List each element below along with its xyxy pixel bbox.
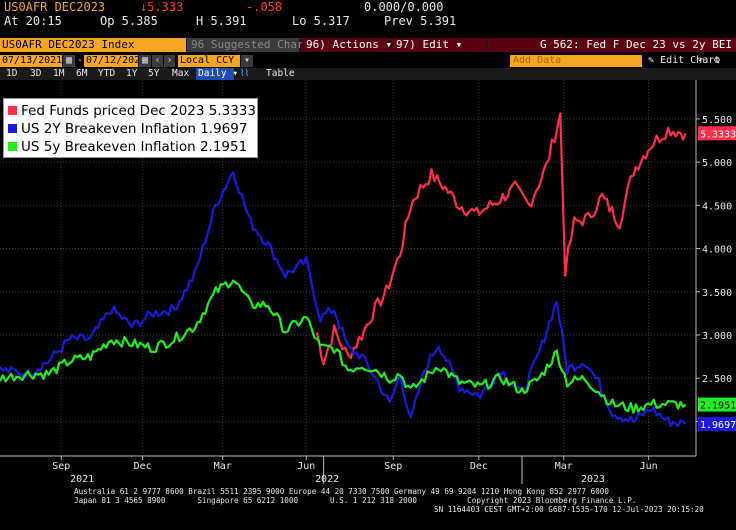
y-tick-label: 5.000 <box>702 158 732 169</box>
security-field[interactable]: US0AFR DEC2023 Index <box>0 38 186 52</box>
y-tick-label: 5.500 <box>702 115 732 126</box>
quote-low: Lo 5.317 <box>292 14 350 28</box>
y-tick-label: 3.000 <box>702 331 732 342</box>
chart-title: G 562: Fed F Dec 23 vs 2y BEI <box>488 38 736 52</box>
quote-open: Op 5.385 <box>100 14 158 28</box>
legend-item-5y-bei[interactable]: US 5y Breakeven Inflation 2.1951 <box>8 139 247 155</box>
x-tick-label: Mar <box>214 461 232 472</box>
title-toolbar: US0AFR DEC2023 Index 96 Suggested Charts… <box>0 38 736 52</box>
quote-line-2: At 20:15 Op 5.385 H 5.391 Lo 5.317 Prev … <box>0 14 736 28</box>
y-tick-label: 2.500 <box>702 374 732 385</box>
table-button[interactable]: Table <box>266 68 295 79</box>
period-1d[interactable]: 1D <box>6 68 18 79</box>
legend-swatch-5y-bei <box>8 142 17 151</box>
x-tick-label: Jun <box>640 461 658 472</box>
x-axis: Sep Dec Mar Jun Sep Dec Mar Jun 2021 2022 2023 <box>0 455 696 485</box>
chart-legend[interactable]: Fed Funds priced Dec 2023 5.3333 US 2Y B… <box>3 98 258 158</box>
x-tick-label: Jun <box>297 461 315 472</box>
gear-icon: ✎ <box>648 55 655 66</box>
last-value-tags: 5.3333 2.1951 1.9697 <box>698 126 736 432</box>
period-bar: 1D 3D 1M 6M YTD 1Y 5Y Max Daily ▾ ⌇⌇ Tab… <box>0 68 736 80</box>
period-1m[interactable]: 1M <box>53 68 65 79</box>
actions-menu[interactable]: 96) Actions ▾ <box>302 38 392 52</box>
last-value-tag: 1.9697 <box>700 420 736 431</box>
footer-contacts-2: Japan 81 3 4565 8900 Singapore 65 6212 1… <box>74 496 637 505</box>
footer-serial: SN 1164403 CEST GMT+2:00 G687-1535-170 1… <box>434 505 704 514</box>
currency-select[interactable]: Local CCY <box>178 55 240 67</box>
y-tick-label: 3.500 <box>702 288 732 299</box>
legend-label-5y-bei: US 5y Breakeven Inflation 2.1951 <box>21 139 248 155</box>
end-date-input[interactable]: 07/12/2023 <box>84 55 147 67</box>
x-year-label: 2021 <box>70 474 94 485</box>
legend-item-2y-bei[interactable]: US 2Y Breakeven Inflation 1.9697 <box>8 121 247 137</box>
date-separator: - <box>77 55 84 66</box>
chart-grid <box>0 80 696 456</box>
footer-contacts-1: Australia 61 2 9777 8600 Brazil 5511 239… <box>74 487 609 496</box>
series-line-2[interactable] <box>0 279 687 414</box>
add-data-input[interactable]: Add Data <box>510 55 642 67</box>
currency-dropdown-icon[interactable]: ▾ <box>241 55 253 67</box>
undo-icon[interactable]: ↶ <box>698 55 705 66</box>
quote-bid-ask: 0.000/0.000 <box>364 0 444 14</box>
legend-label-2y-bei: US 2Y Breakeven Inflation 1.9697 <box>21 121 248 137</box>
edit-chart-button[interactable]: ✎ Edit Chart <box>648 55 720 67</box>
last-value-tag: 2.1951 <box>700 401 736 412</box>
y-tick-label: 4.500 <box>702 201 732 212</box>
quote-time: At 20:15 <box>4 14 62 28</box>
x-tick-label: Sep <box>52 461 70 472</box>
frequency-select[interactable]: Daily ▾ <box>196 68 239 80</box>
edit-menu[interactable]: 97) Edit ▾ <box>392 38 486 52</box>
x-year-label: 2023 <box>581 474 605 485</box>
period-6m[interactable]: 6M <box>76 68 88 79</box>
x-tick-label: Dec <box>470 461 488 472</box>
y-tick-label: 4.000 <box>702 245 732 256</box>
period-5y[interactable]: 5Y <box>148 68 160 79</box>
period-3d[interactable]: 3D <box>30 68 42 79</box>
suggested-charts-button[interactable]: 96 Suggested Charts <box>187 38 317 52</box>
period-1y[interactable]: 1Y <box>126 68 138 79</box>
prev-period-icon[interactable]: ‹ <box>152 55 163 67</box>
next-period-icon[interactable]: › <box>164 55 175 67</box>
end-date-picker-icon[interactable]: ▦ <box>139 55 151 67</box>
chart-type-line-icon[interactable]: ⌇⌇ <box>240 68 250 79</box>
quote-last: ↓5.333 <box>140 0 184 14</box>
legend-swatch-2y-bei <box>8 124 17 133</box>
last-value-tag-bg <box>698 397 736 412</box>
start-date-picker-icon[interactable]: ▦ <box>63 55 75 67</box>
date-range-bar: 07/13/2021 ▦ - 07/12/2023 ▦ ‹ › Local CC… <box>0 55 736 67</box>
period-ytd[interactable]: YTD <box>98 68 116 79</box>
legend-item-fed-funds[interactable]: Fed Funds priced Dec 2023 5.3333 <box>8 103 256 119</box>
series-line-1[interactable] <box>0 171 687 427</box>
edit-chart-label: Edit Chart <box>660 55 721 66</box>
start-date-input[interactable]: 07/13/2021 <box>0 55 63 67</box>
last-value-tag: 5.3333 <box>700 129 736 140</box>
quote-prev: Prev 5.391 <box>384 14 457 28</box>
period-max[interactable]: Max <box>172 68 190 79</box>
settings-icon[interactable]: ⚙ <box>714 55 721 66</box>
quote-line-1: US0AFR DEC2023 ↓5.333 -.058 0.000/0.000 <box>0 0 736 14</box>
quote-high: H 5.391 <box>196 14 247 28</box>
x-tick-label: Sep <box>384 461 402 472</box>
legend-swatch-fed-funds <box>8 106 17 115</box>
quote-change: -.058 <box>246 0 283 14</box>
x-tick-label: Dec <box>134 461 152 472</box>
series-layer <box>0 112 687 427</box>
footer: Australia 61 2 9777 8600 Brazil 5511 239… <box>0 486 736 530</box>
x-tick-label: Mar <box>555 461 573 472</box>
quote-ticker: US0AFR DEC2023 <box>4 0 106 14</box>
x-year-label: 2022 <box>315 474 339 485</box>
last-value-tag-bg <box>698 417 736 432</box>
series-line-0[interactable] <box>315 112 687 366</box>
last-value-tag-bg <box>698 126 736 141</box>
legend-label-fed-funds: Fed Funds priced Dec 2023 5.3333 <box>21 103 256 119</box>
